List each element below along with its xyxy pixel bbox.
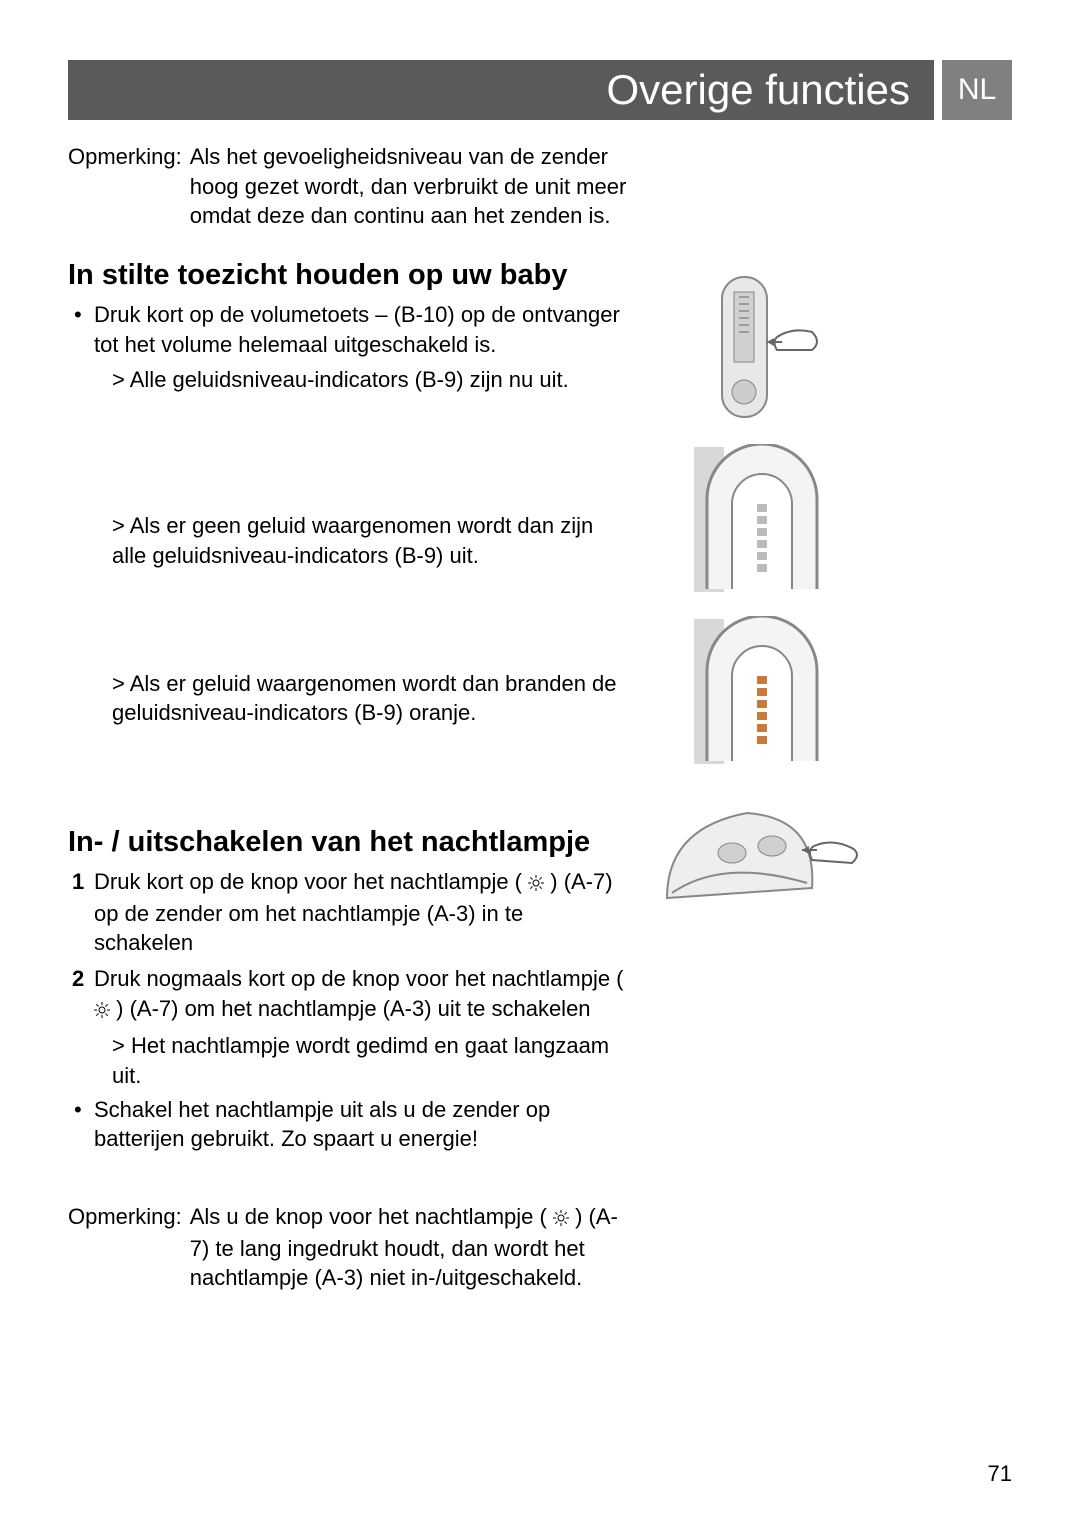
note-label: Opmerking: [68,142,182,231]
note-body: Als u de knop voor het nachtlampje ( ) (… [182,1202,628,1293]
illustration-column [652,142,882,1321]
language-code: NL [958,73,996,107]
sub-sound: > Als er geluid waargenomen wordt dan br… [68,669,628,728]
bullet-battery: Schakel het nachtlampje uit als u de zen… [68,1095,628,1154]
heading-nightlight: In- / uitschakelen van het nachtlampje [68,826,628,859]
step-2: 2 Druk nogmaals kort op de knop voor het… [68,964,628,1025]
section-silent-monitoring: In stilte toezicht houden op uw baby Dru… [68,259,628,728]
page-header: Overige functies NL [68,60,1012,120]
sub-dim: > Het nachtlampje wordt gedimd en gaat l… [68,1031,628,1090]
bullet-volume: Druk kort op de volumetoets – (B-10) op … [68,300,628,359]
note-body: Als het gevoeligheidsniveau van de zende… [182,142,628,231]
sub-no-sound: > Als er geen geluid waargenomen wordt d… [68,511,628,570]
step-1a: Druk kort op de knop voor het nachtlampj… [94,869,522,894]
header-title: Overige functies [607,66,910,114]
illustration-indicators-off [652,444,862,594]
sub-all-off: > Alle geluidsniveau-indicators (B-9) zi… [68,365,628,395]
illustration-indicators-on [652,616,862,766]
page-number: 71 [988,1461,1012,1487]
note2-a: Als u de knop voor het nachtlampje ( [190,1204,547,1229]
step-2b: ) (A-7) om het nachtlampje (A-3) uit te … [116,996,590,1021]
language-badge: NL [942,60,1012,120]
step-1: 1 Druk kort op de knop voor het nachtlam… [68,867,628,958]
heading-silent-monitoring: In stilte toezicht houden op uw baby [68,259,628,292]
note-2: Opmerking: Als u de knop voor het nachtl… [68,1202,628,1293]
step-2a: Druk nogmaals kort op de knop voor het n… [94,966,624,991]
sun-icon [528,869,544,899]
note-1: Opmerking: Als het gevoeligheidsniveau v… [68,142,628,231]
header-title-bar: Overige functies [68,60,934,120]
illustration-nightlight-button [652,788,862,918]
section-nightlight: In- / uitschakelen van het nachtlampje 1… [68,826,628,1154]
sun-icon [94,996,110,1026]
text-column: Opmerking: Als het gevoeligheidsniveau v… [68,142,628,1321]
sun-icon [553,1204,569,1234]
note-label: Opmerking: [68,1202,182,1293]
illustration-receiver-volume [652,272,862,422]
